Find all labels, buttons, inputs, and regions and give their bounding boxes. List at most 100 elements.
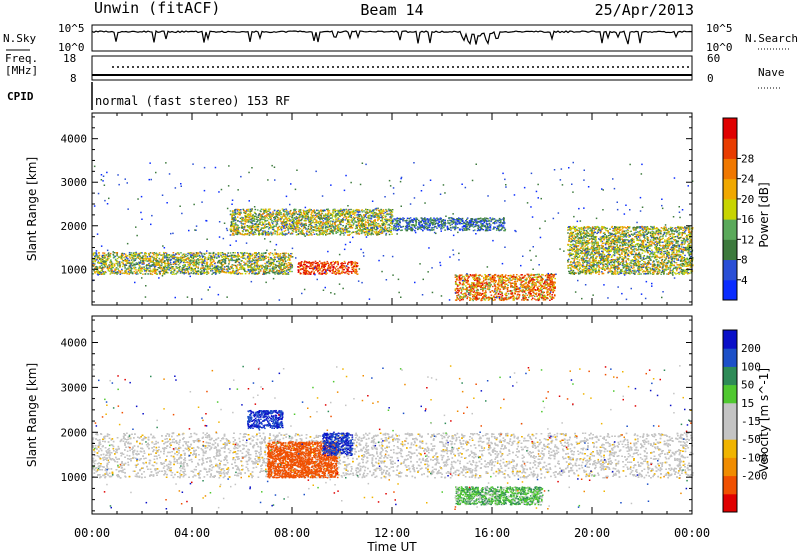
data-cell	[132, 255, 134, 258]
data-cell	[282, 219, 285, 221]
data-cell	[322, 222, 325, 224]
data-cell	[165, 252, 168, 255]
data-cell	[103, 260, 106, 262]
data-cell	[276, 214, 279, 216]
data-cell	[142, 258, 144, 261]
data-cell	[232, 213, 234, 215]
data-cell	[318, 266, 320, 268]
data-cell	[289, 263, 292, 266]
data-cell	[427, 221, 429, 224]
data-cell	[100, 258, 102, 260]
data-cell	[385, 232, 388, 235]
data-cell	[130, 259, 133, 261]
data-cell	[188, 265, 191, 267]
data-cell	[489, 217, 491, 219]
data-cell	[302, 212, 305, 214]
data-cell	[188, 264, 190, 266]
data-cell	[243, 268, 245, 271]
data-cell	[261, 264, 264, 267]
data-cell	[279, 209, 281, 212]
data-cell	[252, 226, 255, 228]
data-cell	[255, 256, 257, 258]
data-cell	[337, 224, 339, 226]
data-cell	[444, 224, 446, 226]
data-cell	[325, 231, 327, 234]
data-cell	[248, 259, 251, 262]
data-cell	[336, 227, 339, 230]
data-cell	[310, 264, 312, 266]
data-cell	[224, 271, 226, 274]
data-cell	[341, 263, 343, 265]
data-cell	[181, 259, 184, 261]
data-cell	[211, 257, 213, 259]
data-cell	[468, 226, 471, 228]
data-cell	[232, 269, 234, 272]
data-cell	[107, 255, 110, 257]
data-cell	[314, 260, 317, 262]
data-cell	[269, 259, 272, 261]
data-cell	[226, 265, 228, 267]
data-cell	[361, 221, 363, 224]
data-cell	[402, 217, 404, 219]
data-cell	[464, 224, 467, 227]
data-cell	[330, 220, 332, 222]
data-cell	[420, 226, 422, 228]
data-cell	[167, 254, 169, 256]
data-cell	[248, 266, 251, 268]
data-cell	[341, 214, 343, 217]
data-cell	[338, 269, 341, 272]
data-cell	[360, 230, 363, 232]
freq-label: Freq.	[5, 52, 38, 65]
data-cell	[334, 223, 336, 225]
data-cell	[385, 234, 387, 236]
data-cell	[211, 270, 214, 272]
data-cell	[240, 256, 242, 258]
data-cell	[389, 209, 391, 211]
data-cell	[334, 225, 336, 228]
data-cell	[158, 253, 160, 256]
data-cell	[259, 223, 261, 225]
data-cell	[136, 262, 139, 265]
data-cell	[422, 221, 425, 223]
data-cell	[250, 255, 253, 257]
data-cell	[192, 270, 194, 272]
data-cell	[354, 220, 357, 223]
data-cell	[291, 230, 294, 232]
data-cell	[205, 271, 207, 274]
data-cell	[148, 267, 150, 269]
data-cell	[266, 234, 268, 236]
data-cell	[126, 273, 128, 275]
data-cell	[359, 230, 361, 232]
data-cell	[276, 231, 279, 233]
data-cell	[105, 264, 107, 266]
data-cell	[467, 228, 469, 230]
data-cell	[193, 272, 195, 274]
data-cell	[177, 261, 180, 263]
data-cell	[131, 261, 134, 263]
data-cell	[352, 267, 355, 270]
data-cell	[382, 216, 384, 219]
data-cell	[262, 231, 265, 233]
data-cell	[287, 256, 290, 258]
data-cell	[340, 266, 343, 268]
data-cell	[319, 273, 322, 275]
data-cell	[166, 266, 169, 269]
data-cell	[449, 224, 452, 226]
data-cell	[231, 225, 234, 228]
data-cell	[399, 225, 401, 227]
data-cell	[288, 264, 290, 267]
data-cell	[162, 257, 164, 259]
data-cell	[329, 266, 332, 268]
data-cell	[240, 268, 242, 270]
data-cell	[114, 258, 117, 261]
data-cell	[430, 218, 433, 221]
data-cell	[151, 260, 153, 263]
data-cell	[479, 229, 482, 231]
data-cell	[306, 212, 308, 214]
data-cell	[272, 254, 275, 256]
data-cell	[301, 261, 303, 263]
data-cell	[270, 231, 272, 233]
data-cell	[366, 209, 369, 211]
data-cell	[164, 260, 166, 262]
data-cell	[276, 260, 279, 262]
